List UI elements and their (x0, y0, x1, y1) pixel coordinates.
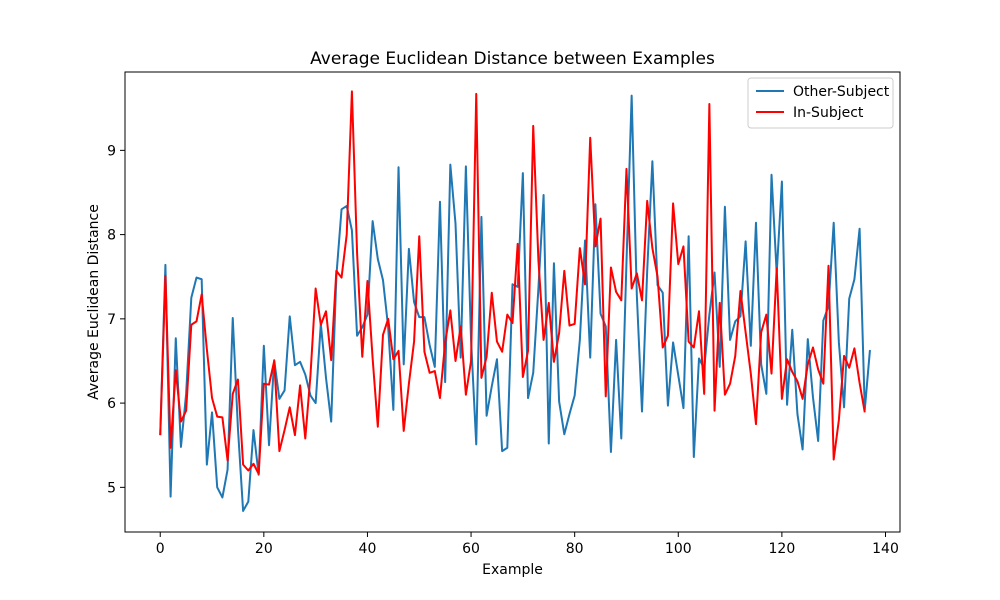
x-axis-label: Example (482, 562, 543, 578)
y-tick-label: 6 (107, 396, 116, 412)
x-tick-label: 120 (769, 541, 796, 557)
y-axis: 5 6 7 8 9 (107, 143, 125, 496)
y-tick-label: 5 (107, 480, 116, 496)
series-layer (159, 90, 871, 512)
legend-label: In-Subject (793, 105, 864, 121)
x-axis: 0 20 40 60 80 100 120 140 (156, 532, 899, 557)
x-tick-label: 100 (665, 541, 692, 557)
y-axis-label: Average Euclidean Distance (86, 204, 102, 400)
x-tick-label: 140 (872, 541, 899, 557)
legend: Other-Subject In-Subject (747, 77, 894, 129)
x-tick-label: 80 (566, 541, 584, 557)
x-tick-label: 0 (156, 541, 165, 557)
y-tick-label: 8 (107, 228, 116, 244)
legend-box (747, 77, 894, 129)
y-tick-label: 9 (107, 143, 116, 159)
series-line-in-subject (159, 90, 866, 475)
x-tick-label: 20 (255, 541, 273, 557)
y-tick-label: 7 (107, 312, 116, 328)
x-tick-label: 40 (359, 541, 377, 557)
chart-title: Average Euclidean Distance between Examp… (310, 49, 715, 69)
x-tick-label: 60 (462, 541, 480, 557)
legend-label: Other-Subject (793, 84, 890, 100)
plot-area-frame (124, 71, 901, 533)
